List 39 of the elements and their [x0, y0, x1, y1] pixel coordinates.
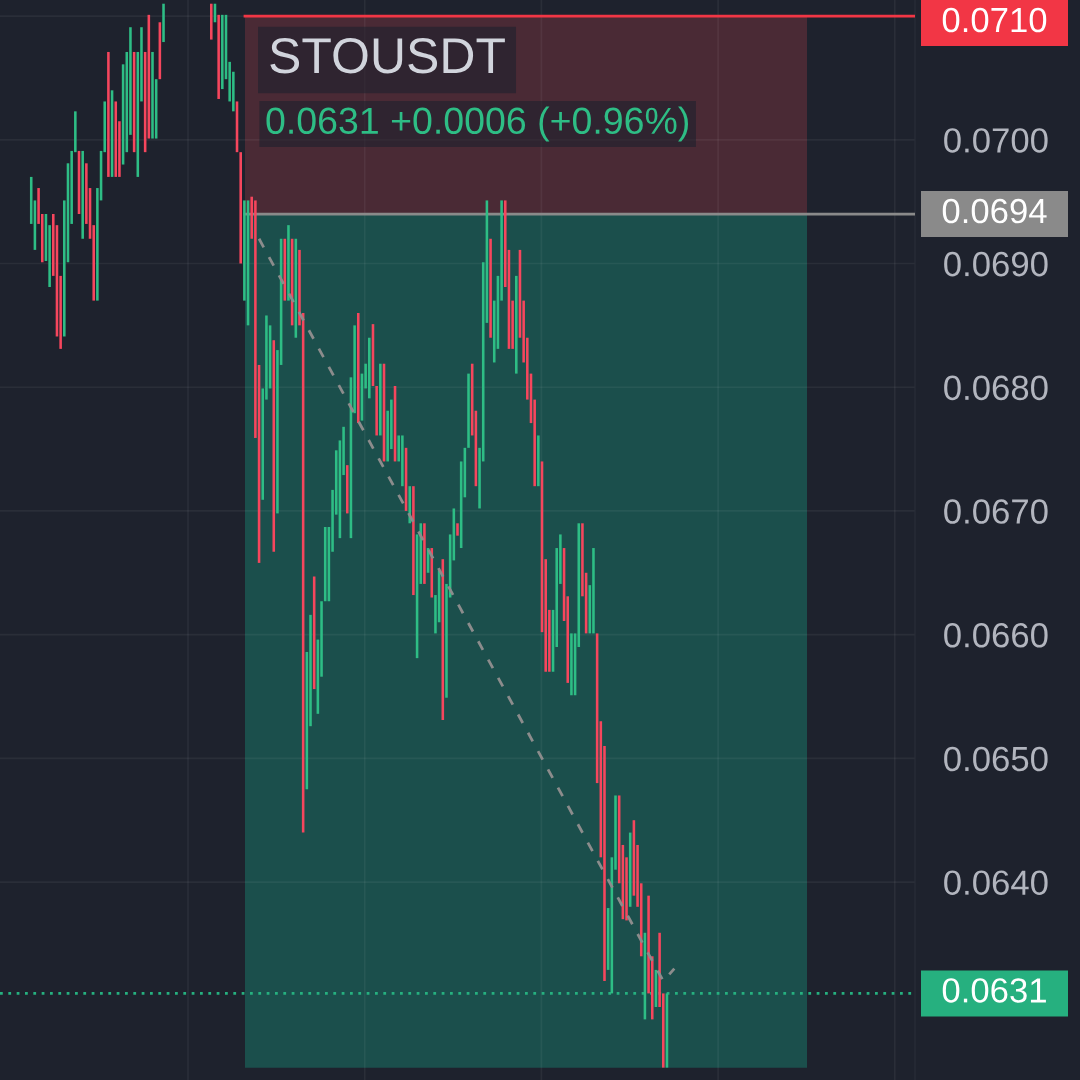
- candlestick: [412, 486, 415, 596]
- candlestick: [114, 101, 118, 177]
- candlestick: [368, 337, 371, 399]
- candlestick: [537, 435, 540, 487]
- y-tick-label: 0.0660: [944, 622, 1048, 648]
- y-tick-label: 0.0680: [944, 375, 1048, 401]
- candlestick: [357, 312, 360, 424]
- y-tick-label: 0.0640: [944, 870, 1048, 895]
- ref-line-label: 0.0694: [942, 198, 1047, 224]
- y-tick-label: 0.0700: [944, 128, 1048, 153]
- candlestick: [151, 51, 154, 139]
- candlestick: [345, 465, 349, 514]
- candlestick: [272, 340, 276, 552]
- y-tick-label: 0.0650: [944, 746, 1048, 772]
- ref-line-label: 0.0631: [942, 978, 1046, 1003]
- candlestick: [239, 152, 242, 264]
- y-tick-label: 0.0690: [944, 251, 1048, 277]
- ref-line-label: 0.0710: [942, 7, 1047, 33]
- candlestick: [592, 548, 595, 634]
- candlestick: [162, 3, 165, 43]
- candlestick: [217, 14, 220, 99]
- text: 0.0631 +0.0006 (+0.96%): [266, 106, 689, 142]
- y-tick-label: 0.0670: [944, 499, 1048, 524]
- candlestick: [489, 238, 492, 338]
- candlestick: [430, 548, 434, 598]
- text: STOUSDT: [270, 38, 505, 74]
- candlestick: [456, 523, 459, 536]
- candlestick: [515, 275, 518, 374]
- candlestick: [107, 51, 110, 177]
- candlestick: [570, 633, 573, 696]
- candlestick: [375, 385, 378, 436]
- candlestick: [401, 435, 404, 487]
- candlestick: [210, 3, 213, 40]
- candlestick: [221, 14, 224, 90]
- candlestick: [423, 523, 426, 584]
- candlestick: [81, 150, 84, 239]
- candlestick: [379, 363, 382, 436]
- candlestick: [287, 225, 290, 301]
- candlestick: [467, 373, 470, 448]
